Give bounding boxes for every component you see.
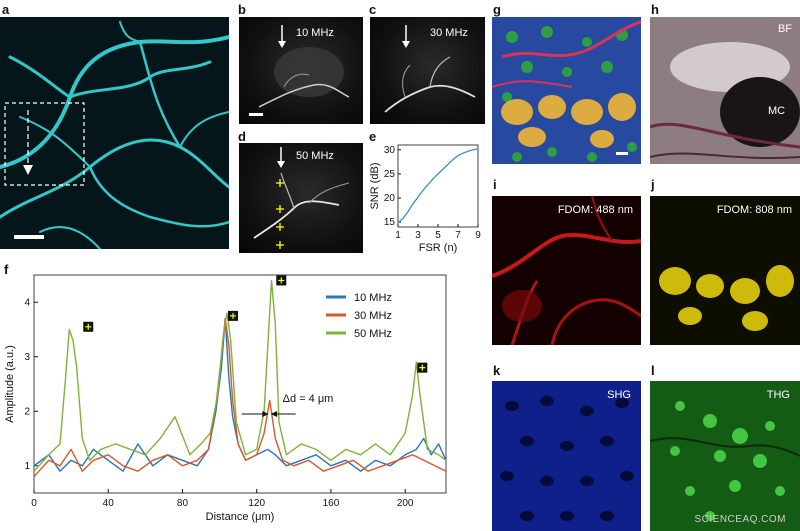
thg-structure: [650, 381, 800, 531]
freq-label-c: 30 MHz: [430, 27, 468, 39]
marker-crosses-d: [276, 179, 284, 249]
panel-label-a: a: [2, 2, 10, 17]
composite-image-g: [492, 17, 641, 164]
y-tick-label-f: 3: [24, 352, 30, 363]
panel-label-g: g: [493, 2, 501, 17]
y-tick-label-e: 20: [384, 193, 396, 204]
shg-image: SHG: [492, 381, 641, 531]
image-d-structure: [253, 147, 350, 249]
legend-label-1: 30 MHz: [354, 310, 392, 322]
delta-arrow-right-head: [270, 410, 278, 417]
legend-label-0: 10 MHz: [354, 292, 392, 304]
watermark: SCIENCEAQ.COM: [694, 514, 786, 525]
fdom-808-image: FDOM: 808 nm: [650, 196, 800, 345]
series-line-2: [33, 279, 447, 472]
shg-label: SHG: [607, 389, 631, 401]
x-tick-label-f: 80: [177, 498, 189, 509]
panel-label-b: b: [238, 2, 246, 17]
delta-annotation: Δd = 4 μm: [283, 393, 334, 405]
y-tick-label-e: 30: [384, 145, 396, 156]
scale-bar-g: [616, 152, 628, 155]
brightfield-structure-h: [650, 17, 800, 164]
x-tick-label-e: 5: [435, 230, 441, 241]
y-axis-title-e: SNR (dB): [369, 162, 381, 209]
brightfield-image-h: BF MC: [650, 17, 800, 164]
delta-arrow-left-head: [262, 410, 269, 417]
image-b: 10 MHz: [239, 17, 363, 124]
x-tick-label-e: 7: [455, 230, 461, 241]
freq-label-b: 10 MHz: [296, 27, 334, 39]
y-tick-label-e: 25: [384, 169, 396, 180]
shg-structure: [492, 381, 641, 531]
snr-series-line: [397, 148, 479, 224]
x-tick-label-f: 200: [397, 498, 414, 509]
panel-label-h: h: [651, 2, 659, 17]
fdom-488-structure: [492, 196, 641, 345]
x-tick-label-f: 120: [248, 498, 265, 509]
freq-label-d: 50 MHz: [296, 150, 334, 162]
image-b-structure: [249, 25, 350, 116]
fdom-808-label: FDOM: 808 nm: [716, 204, 792, 216]
thg-label: THG: [766, 389, 790, 401]
y-tick-label-e: 15: [384, 217, 396, 228]
legend-label-2: 50 MHz: [354, 328, 392, 340]
vessel-network-a: [0, 21, 229, 249]
y-tick-label-f: 4: [24, 297, 30, 308]
vessel-image-a: [0, 17, 229, 249]
panel-label-c: c: [369, 2, 377, 17]
mc-label: MC: [768, 105, 786, 117]
x-tick-label-f: 40: [103, 498, 115, 509]
panel-label-d: d: [238, 129, 246, 144]
snr-chart: 1 3 5 7 9 15 20 25 30 FSR (n) SNR (dB): [369, 144, 481, 254]
fdom-808-structure: [659, 265, 794, 331]
panel-label-i: i: [493, 177, 497, 192]
y-tick-label-f: 1: [24, 461, 30, 472]
plot-frame-f: [33, 274, 447, 494]
panel-label-j: j: [651, 177, 655, 192]
x-tick-label-e: 1: [395, 230, 401, 241]
x-tick-label-f: 0: [31, 498, 37, 509]
y-tick-label-f: 2: [24, 406, 30, 417]
bf-label: BF: [777, 23, 792, 35]
fdom-488-label: FDOM: 488 nm: [557, 204, 633, 216]
x-axis-title-f: Distance (μm): [206, 511, 275, 523]
composite-structure-g: [492, 17, 641, 164]
amplitude-chart: 0 40 80 120 160 200 1 2 3 4 Distance (μm) Amplitude…: [4, 274, 447, 523]
x-tick-label-e: 9: [475, 230, 481, 241]
scale-bar-a: [14, 235, 44, 239]
series-line-1: [33, 317, 447, 478]
image-d: 50 MHz: [239, 143, 363, 253]
x-tick-label-f: 160: [323, 498, 340, 509]
series-line-0: [33, 317, 447, 472]
scale-bar-b: [249, 113, 263, 116]
image-c-structure: [384, 25, 476, 113]
y-axis-title-f: Amplitude (a.u.): [4, 345, 16, 423]
x-tick-label-e: 3: [415, 230, 421, 241]
panel-label-l: l: [651, 363, 655, 378]
thg-image: THG: [650, 381, 800, 531]
fdom-488-image: FDOM: 488 nm: [492, 196, 641, 345]
image-c: 30 MHz: [370, 17, 485, 124]
panel-label-f: f: [4, 262, 9, 277]
plot-frame-e: [397, 144, 479, 228]
panel-label-k: k: [493, 363, 501, 378]
panel-label-e: e: [369, 129, 377, 144]
x-axis-title-e: FSR (n): [419, 242, 458, 254]
